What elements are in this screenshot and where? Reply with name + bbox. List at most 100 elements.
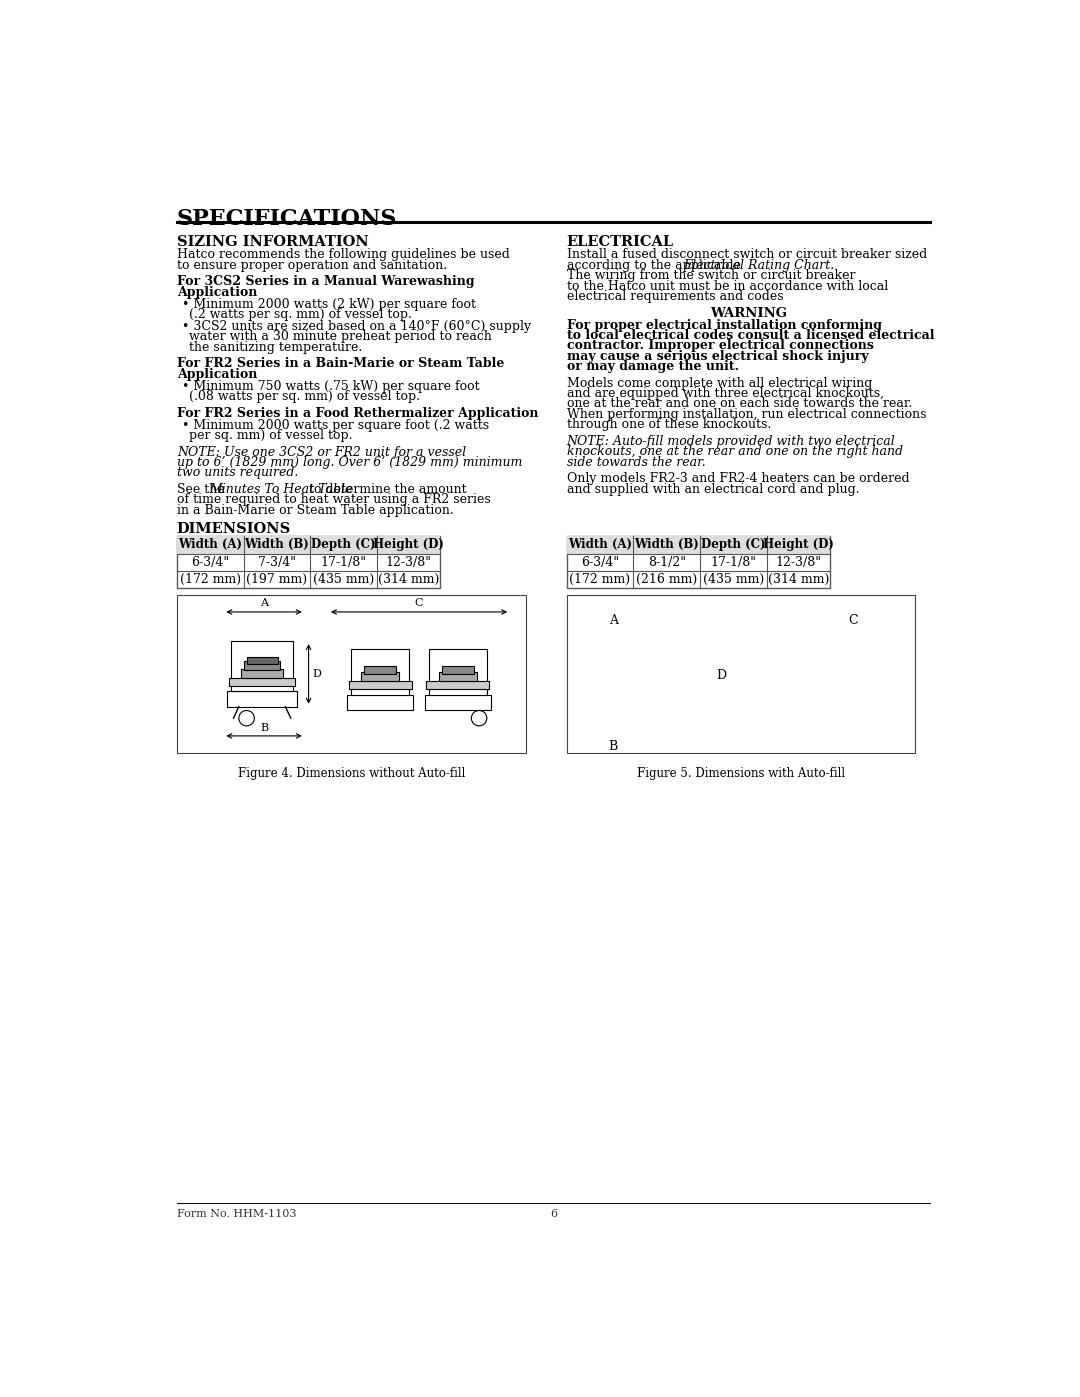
Text: Height (D): Height (D)	[373, 538, 444, 552]
Text: Figure 5. Dimensions with Auto-fill: Figure 5. Dimensions with Auto-fill	[637, 767, 846, 780]
Bar	[567, 535, 831, 555]
Text: contractor. Improper electrical connections: contractor. Improper electrical connecti…	[567, 339, 874, 352]
Text: to local electrical codes consult a licensed electrical: to local electrical codes consult a lice…	[567, 328, 934, 342]
Text: and supplied with an electrical cord and plug.: and supplied with an electrical cord and…	[567, 482, 860, 496]
Text: side towards the rear.: side towards the rear.	[567, 455, 705, 468]
Text: Width (A): Width (A)	[178, 538, 242, 552]
Bar	[241, 669, 283, 678]
Text: NOTE: Auto-fill models provided with two electrical: NOTE: Auto-fill models provided with two…	[567, 434, 895, 448]
Text: Minutes To Heat Table: Minutes To Heat Table	[210, 483, 353, 496]
Text: Application: Application	[177, 367, 257, 381]
Text: one at the rear and one on each side towards the rear.: one at the rear and one on each side tow…	[567, 398, 912, 411]
Text: 17-1/8": 17-1/8"	[711, 556, 756, 569]
Text: Hatco recommends the following guidelines be used: Hatco recommends the following guideline…	[177, 249, 510, 261]
Text: Width (A): Width (A)	[568, 538, 632, 552]
Text: (216 mm): (216 mm)	[636, 573, 698, 587]
Text: two units required.: two units required.	[177, 467, 298, 479]
Text: or may damage the unit.: or may damage the unit.	[567, 360, 739, 373]
Text: When performing installation, run electrical connections: When performing installation, run electr…	[567, 408, 927, 420]
Text: may cause a serious electrical shock injury: may cause a serious electrical shock inj…	[567, 349, 868, 363]
Text: D: D	[312, 669, 322, 679]
Text: ELECTRICAL: ELECTRICAL	[567, 236, 674, 250]
Text: (.2 watts per sq. mm) of vessel top.: (.2 watts per sq. mm) of vessel top.	[189, 309, 413, 321]
Bar	[348, 696, 414, 711]
Text: For 3CS2 Series in a Manual Warewashing: For 3CS2 Series in a Manual Warewashing	[177, 275, 474, 288]
Text: • Minimum 2000 watts per square foot (.2 watts: • Minimum 2000 watts per square foot (.2…	[181, 419, 488, 432]
Text: 6: 6	[550, 1210, 557, 1220]
Text: 12-3/8": 12-3/8"	[386, 556, 432, 569]
Bar	[362, 672, 400, 682]
Text: 8-1/2": 8-1/2"	[648, 556, 686, 569]
Text: Width (B): Width (B)	[634, 538, 699, 552]
Text: (435 mm): (435 mm)	[703, 573, 764, 587]
Text: (172 mm): (172 mm)	[569, 573, 631, 587]
Text: water with a 30 minute preheat period to reach: water with a 30 minute preheat period to…	[189, 331, 492, 344]
Text: • Minimum 2000 watts (2 kW) per square foot: • Minimum 2000 watts (2 kW) per square f…	[181, 298, 475, 310]
Text: (197 mm): (197 mm)	[246, 573, 308, 587]
Text: 12-3/8": 12-3/8"	[775, 556, 822, 569]
Text: up to 6’ (1829 mm) long. Over 6’ (1829 mm) minimum: up to 6’ (1829 mm) long. Over 6’ (1829 m…	[177, 455, 523, 469]
Text: Depth (C): Depth (C)	[311, 538, 376, 552]
Text: to ensure proper operation and sanitation.: to ensure proper operation and sanitatio…	[177, 258, 447, 272]
Bar	[351, 648, 409, 696]
Text: SPECIFICATIONS: SPECIFICATIONS	[177, 208, 397, 229]
Text: (314 mm): (314 mm)	[378, 573, 440, 587]
Text: (172 mm): (172 mm)	[179, 573, 241, 587]
Bar	[229, 678, 296, 686]
Text: Figure 4. Dimensions without Auto-fill: Figure 4. Dimensions without Auto-fill	[238, 767, 464, 780]
Text: • Minimum 750 watts (.75 kW) per square foot: • Minimum 750 watts (.75 kW) per square …	[181, 380, 480, 393]
Bar	[177, 595, 526, 753]
Bar	[227, 692, 297, 707]
Bar	[567, 595, 916, 753]
Text: B: B	[608, 740, 618, 753]
Text: Only models FR2-3 and FR2-4 heaters can be ordered: Only models FR2-3 and FR2-4 heaters can …	[567, 472, 909, 485]
Text: Height (D): Height (D)	[762, 538, 834, 552]
Text: See the: See the	[177, 483, 229, 496]
Text: 6-3/4": 6-3/4"	[581, 556, 619, 569]
Text: (.08 watts per sq. mm) of vessel top.: (.08 watts per sq. mm) of vessel top.	[189, 390, 420, 404]
Bar	[442, 666, 474, 673]
Bar	[231, 641, 293, 692]
Text: 6-3/4": 6-3/4"	[191, 556, 229, 569]
Text: For FR2 Series in a Bain-Marie or Steam Table: For FR2 Series in a Bain-Marie or Steam …	[177, 358, 504, 370]
Bar	[177, 535, 441, 555]
Text: 17-1/8": 17-1/8"	[321, 556, 366, 569]
Text: • 3CS2 units are sized based on a 140°F (60°C) supply: • 3CS2 units are sized based on a 140°F …	[181, 320, 530, 332]
Text: in a Bain-Marie or Steam Table application.: in a Bain-Marie or Steam Table applicati…	[177, 504, 454, 517]
Text: through one of these knockouts.: through one of these knockouts.	[567, 418, 771, 432]
Bar	[567, 535, 831, 588]
Bar	[177, 535, 441, 588]
Text: knockouts, one at the rear and one on the right hand: knockouts, one at the rear and one on th…	[567, 446, 903, 458]
Bar	[429, 648, 487, 696]
Bar	[364, 666, 396, 673]
Text: DIMENSIONS: DIMENSIONS	[177, 522, 292, 536]
Bar	[427, 682, 489, 689]
Bar	[424, 696, 490, 711]
Bar	[438, 672, 476, 682]
Text: Electrical Rating Chart.: Electrical Rating Chart.	[683, 258, 834, 272]
Text: A: A	[260, 598, 268, 608]
Bar	[246, 657, 278, 665]
Text: B: B	[260, 722, 268, 733]
Bar	[349, 682, 411, 689]
Text: The wiring from the switch or circuit breaker: The wiring from the switch or circuit br…	[567, 270, 855, 282]
Text: WARNING: WARNING	[710, 306, 787, 320]
Text: to the Hatco unit must be in accordance with local: to the Hatco unit must be in accordance …	[567, 279, 888, 293]
Text: (314 mm): (314 mm)	[768, 573, 829, 587]
Text: Depth (C): Depth (C)	[701, 538, 766, 552]
Text: of time required to heat water using a FR2 series: of time required to heat water using a F…	[177, 493, 490, 506]
Text: Form No. HHM-1103: Form No. HHM-1103	[177, 1210, 296, 1220]
Text: according to the applicable: according to the applicable	[567, 258, 744, 272]
Text: Width (B): Width (B)	[244, 538, 309, 552]
Text: to determine the amount: to determine the amount	[305, 483, 467, 496]
Text: A: A	[609, 615, 618, 627]
Text: NOTE: Use one 3CS2 or FR2 unit for a vessel: NOTE: Use one 3CS2 or FR2 unit for a ves…	[177, 446, 465, 458]
Bar	[244, 661, 280, 671]
Text: For proper electrical installation conforming: For proper electrical installation confo…	[567, 319, 881, 331]
Text: (435 mm): (435 mm)	[313, 573, 374, 587]
Text: C: C	[849, 615, 859, 627]
Text: electrical requirements and codes: electrical requirements and codes	[567, 291, 783, 303]
Text: 7-3/4": 7-3/4"	[258, 556, 296, 569]
Text: the sanitizing temperature.: the sanitizing temperature.	[189, 341, 363, 353]
Text: Application: Application	[177, 286, 257, 299]
